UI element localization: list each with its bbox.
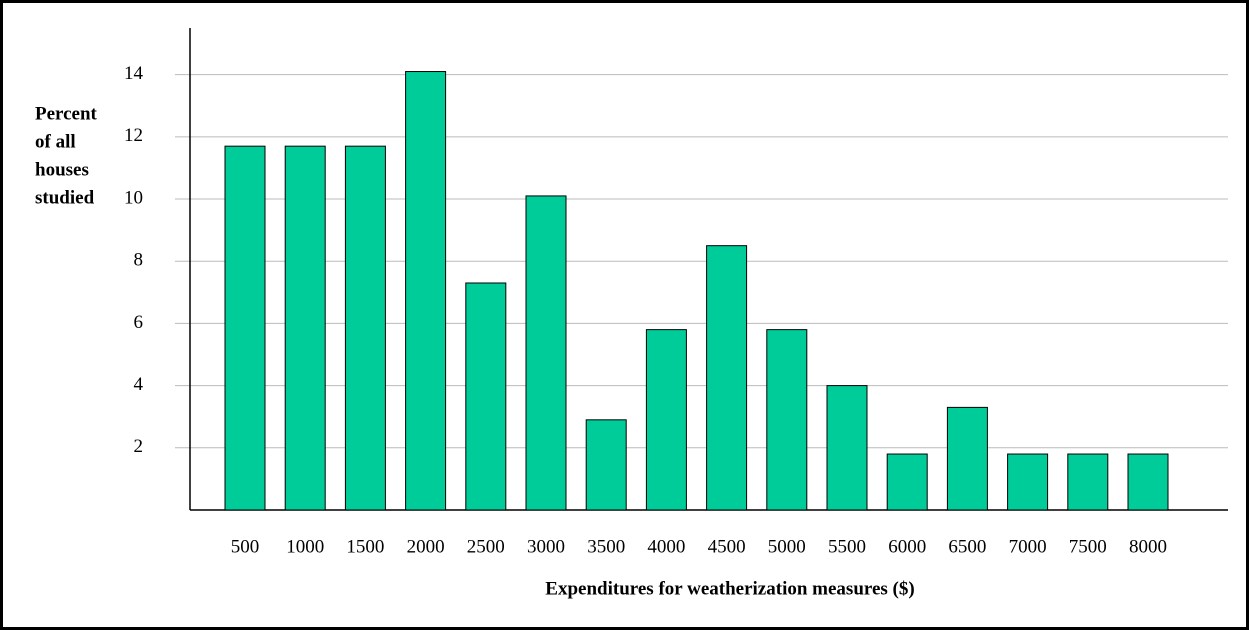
y-axis-label-line: Percent <box>35 103 98 124</box>
x-tick-label: 4500 <box>708 536 746 557</box>
x-tick-label: 5500 <box>828 536 866 557</box>
bar <box>1067 453 1109 511</box>
bar <box>886 453 928 511</box>
y-tick-label: 10 <box>124 187 143 208</box>
y-tick-label: 6 <box>134 312 144 333</box>
bar <box>344 145 386 511</box>
x-tick-label: 1500 <box>346 536 384 557</box>
x-tick-label: 6000 <box>888 536 926 557</box>
x-tick-label: 500 <box>231 536 260 557</box>
y-tick-label: 4 <box>134 374 144 395</box>
y-axis-label-line: of all <box>35 131 76 152</box>
y-tick-label: 14 <box>124 63 144 84</box>
x-tick-label: 2500 <box>467 536 505 557</box>
bar <box>706 245 748 511</box>
x-tick-label: 1000 <box>286 536 324 557</box>
bar <box>224 145 266 511</box>
x-tick-label: 5000 <box>768 536 806 557</box>
bar <box>645 329 687 511</box>
y-axis-label-line: houses <box>35 159 89 180</box>
x-tick-label: 8000 <box>1129 536 1167 557</box>
bar <box>946 406 988 511</box>
y-axis-label: Percent of all houses studied <box>35 103 98 208</box>
bar <box>585 419 627 511</box>
x-axis-label: Expenditures for weatherization measures… <box>545 578 914 599</box>
x-tick-label: 3500 <box>587 536 625 557</box>
bar <box>405 71 447 511</box>
x-tick-label: 6500 <box>948 536 986 557</box>
y-tick-label: 8 <box>134 250 144 271</box>
bar <box>465 282 507 511</box>
y-tick-label: 2 <box>134 436 144 457</box>
bar <box>525 195 567 511</box>
x-tick-label: 4000 <box>647 536 685 557</box>
bar <box>284 145 326 511</box>
x-tick-label: 2000 <box>407 536 445 557</box>
bar <box>1127 453 1169 511</box>
y-tick-label: 12 <box>124 125 143 146</box>
bar <box>826 385 868 511</box>
x-tick-label: 7000 <box>1009 536 1047 557</box>
bar <box>1007 453 1049 511</box>
x-tick-label: 7500 <box>1069 536 1107 557</box>
bar <box>766 329 808 511</box>
y-axis-label-line: studied <box>35 187 95 208</box>
x-tick-label: 3000 <box>527 536 565 557</box>
